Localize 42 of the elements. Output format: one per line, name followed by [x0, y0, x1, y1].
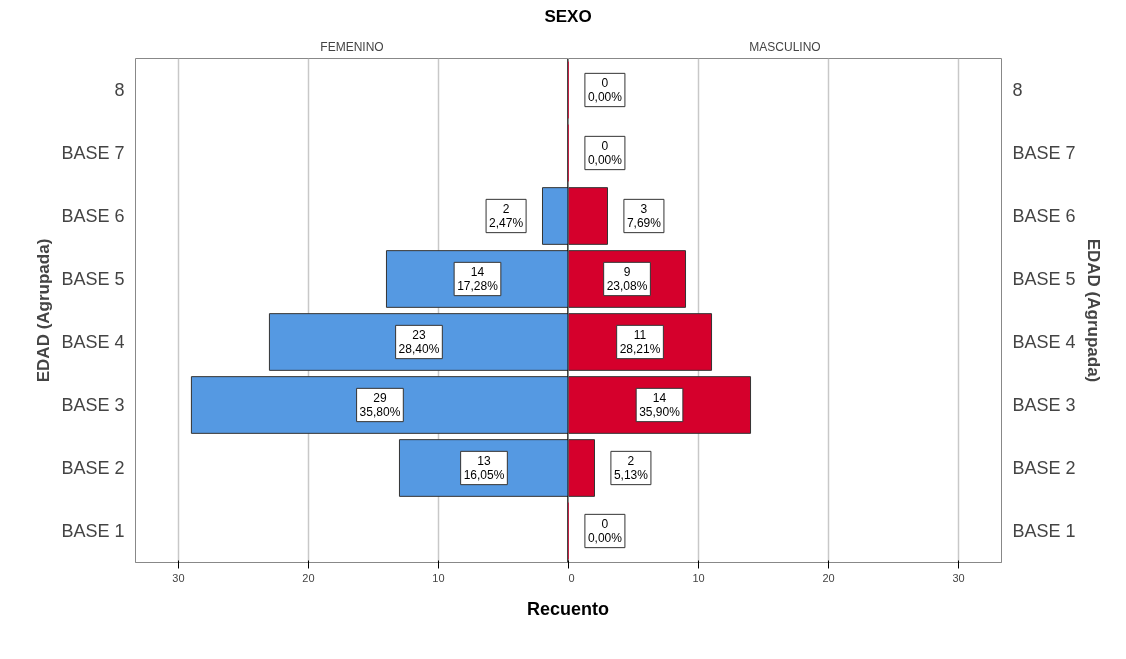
text: 14 35,90%: [639, 391, 680, 419]
y-tick-label: 8: [114, 80, 125, 100]
text: 29 35,80%: [359, 391, 401, 419]
y-tick-label: BASE 7: [61, 143, 125, 163]
x-tick-label: 30: [952, 571, 965, 584]
text: 3 7,69%: [626, 202, 661, 230]
y-axis-title: EDAD (Agrupada): [34, 238, 54, 383]
y-axis-title: EDAD (Agrupada): [1083, 238, 1103, 383]
y-tick-label: BASE 2: [61, 458, 125, 478]
text: 0 0,00%: [587, 76, 622, 104]
y-tick-label: BASE 4: [1012, 332, 1076, 352]
chart-subtitle: FEMENINO: [320, 39, 384, 54]
y-tick-label: BASE 6: [1012, 206, 1076, 226]
y-tick-label: BASE 5: [1012, 269, 1076, 289]
y-tick-label: BASE 4: [61, 332, 125, 352]
x-tick-label: 0: [568, 571, 575, 584]
text: 0 0,00%: [587, 517, 622, 545]
x-axis-title: Recuento: [526, 598, 609, 621]
y-tick-label: BASE 7: [1012, 143, 1076, 163]
chart-title: SEXO: [544, 6, 592, 28]
y-tick-label: BASE 2: [1012, 458, 1076, 478]
chart-subtitle: MASCULINO: [749, 39, 821, 54]
x-tick-label: 20: [302, 571, 315, 584]
text: 11 28,21%: [619, 328, 661, 356]
text: 2 5,13%: [613, 454, 648, 482]
y-tick-label: BASE 1: [1012, 521, 1076, 541]
y-tick-label: BASE 5: [61, 269, 125, 289]
text: 23 28,40%: [398, 328, 440, 356]
y-tick-label: BASE 6: [61, 206, 125, 226]
text: 9 23,08%: [606, 265, 648, 293]
y-tick-label: BASE 1: [61, 521, 125, 541]
text: 13 16,05%: [463, 454, 505, 482]
text: 2 2,47%: [489, 202, 524, 230]
x-tick-label: 30: [172, 571, 185, 584]
y-tick-label: BASE 3: [61, 395, 125, 415]
y-tick-label: 8: [1012, 80, 1023, 100]
x-tick-label: 20: [822, 571, 835, 584]
x-tick-label: 10: [432, 571, 445, 584]
text: 0 0,00%: [587, 139, 622, 167]
x-tick-label: 10: [692, 571, 705, 584]
text: 14 17,28%: [457, 265, 498, 293]
y-tick-label: BASE 3: [1012, 395, 1076, 415]
